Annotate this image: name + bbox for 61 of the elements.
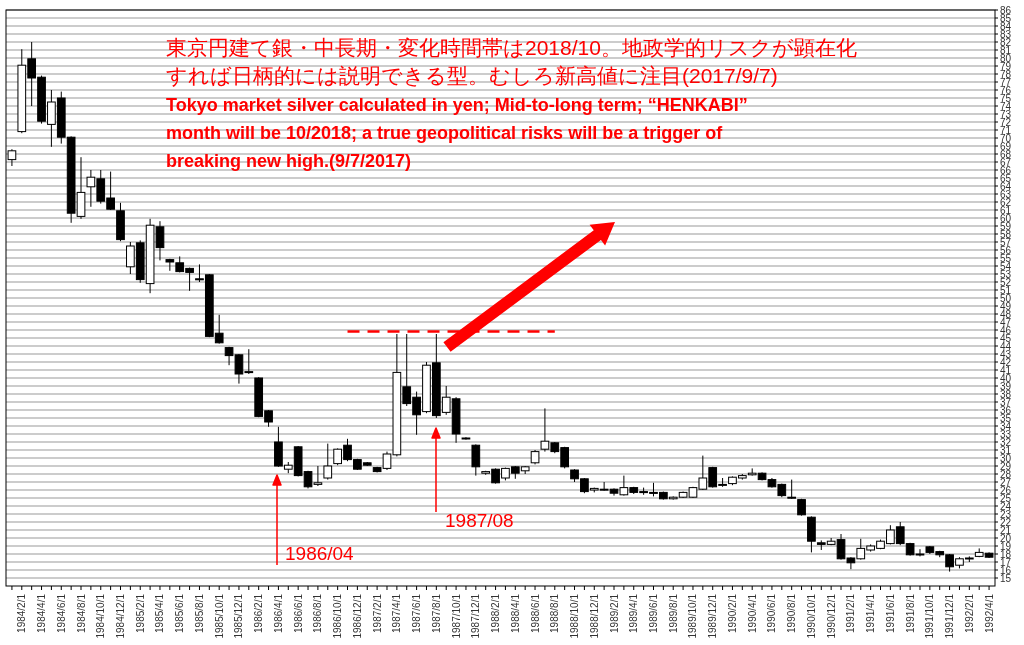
x-tick-label: 1989/10/1 <box>687 593 699 639</box>
x-tick-label: 1985/8/1 <box>193 593 205 633</box>
x-tick-label: 1986/12/1 <box>351 593 363 639</box>
x-tick-label: 1987/6/1 <box>411 593 423 633</box>
x-tick-label: 1988/6/1 <box>529 593 541 633</box>
x-tick-label: 1990/6/1 <box>766 593 778 633</box>
annotation: 東京円建て銀・中長期・変化時間帯は2018/10。地政学的リスクが顕在化 <box>166 36 857 59</box>
x-tick-label: 1986/4/1 <box>272 593 284 633</box>
x-tick-label: 1984/10/1 <box>95 593 107 639</box>
x-tick-label: 1989/6/1 <box>647 593 659 633</box>
x-tick-label: 1986/10/1 <box>332 593 344 639</box>
x-tick-label: 1984/8/1 <box>75 593 87 633</box>
x-tick-label: 1991/8/1 <box>904 593 916 633</box>
x-tick-label: 1990/4/1 <box>746 593 758 633</box>
x-tick-label: 1992/2/1 <box>963 593 975 633</box>
annotation: Tokyo market silver calculated in yen; Mid-to-long term; “HENKABI” <box>166 95 748 115</box>
x-tick-label: 1987/8/1 <box>430 593 442 633</box>
x-tick-label: 1988/8/1 <box>549 593 561 633</box>
x-tick-label: 1989/4/1 <box>628 593 640 633</box>
x-tick-label: 1986/6/1 <box>292 593 304 633</box>
x-tick-label: 1991/10/1 <box>924 593 936 639</box>
annotation: 1986/04 <box>285 543 355 564</box>
x-tick-label: 1990/8/1 <box>786 593 798 633</box>
x-tick-label: 1991/6/1 <box>884 593 896 633</box>
x-tick-label: 1990/12/1 <box>825 593 837 639</box>
candlestick <box>807 515 816 553</box>
x-tick-label: 1989/8/1 <box>667 593 679 633</box>
x-tick-label: 1985/10/1 <box>213 593 225 639</box>
x-tick-label: 1989/2/1 <box>608 593 620 633</box>
x-tick-label: 1987/10/1 <box>450 593 462 639</box>
x-tick-label: 1985/2/1 <box>134 593 146 633</box>
x-tick-label: 1990/10/1 <box>805 593 817 639</box>
candlestick <box>787 479 797 500</box>
annotation: 1987/08 <box>445 510 514 531</box>
x-tick-label: 1988/4/1 <box>509 593 521 633</box>
x-tick-label: 1988/12/1 <box>588 593 600 639</box>
x-tick-label: 1988/2/1 <box>490 593 502 633</box>
x-tick-label: 1989/12/1 <box>707 593 719 639</box>
x-tick-label: 1985/12/1 <box>233 593 245 639</box>
x-tick-label: 1987/2/1 <box>371 593 383 633</box>
annotation: breaking new high.(9/7/2017) <box>166 151 412 171</box>
x-tick-label: 1984/2/1 <box>16 593 28 633</box>
x-tick-label: 1988/10/1 <box>569 593 581 639</box>
candlestick <box>471 443 481 477</box>
x-tick-label: 1991/2/1 <box>845 593 857 633</box>
x-tick-label: 1986/8/1 <box>312 593 324 633</box>
x-tick-label: 1985/4/1 <box>154 593 166 633</box>
x-tick-label: 1991/4/1 <box>865 593 877 633</box>
x-tick-label: 1984/6/1 <box>55 593 67 633</box>
x-tick-label: 1985/6/1 <box>174 593 186 633</box>
x-tick-label: 1987/4/1 <box>391 593 403 633</box>
x-tick-label: 1984/12/1 <box>115 593 126 639</box>
x-tick-label: 1984/4/1 <box>36 593 48 633</box>
x-tick-label: 1986/2/1 <box>253 593 265 633</box>
candlestick <box>323 443 333 481</box>
x-tick-label: 1990/2/1 <box>726 593 738 633</box>
x-tick-label: 1992/4/1 <box>983 593 995 633</box>
annotation: month will be 10/2018; a true geopolitical risks will be a trigger of <box>166 123 724 143</box>
x-tick-label: 1991/12/1 <box>944 593 956 639</box>
x-tick-label: 1987/12/1 <box>470 593 482 639</box>
annotation: すれば日柄的には説明できる型。むしろ新高値に注目(2017/9/7) <box>166 64 778 87</box>
